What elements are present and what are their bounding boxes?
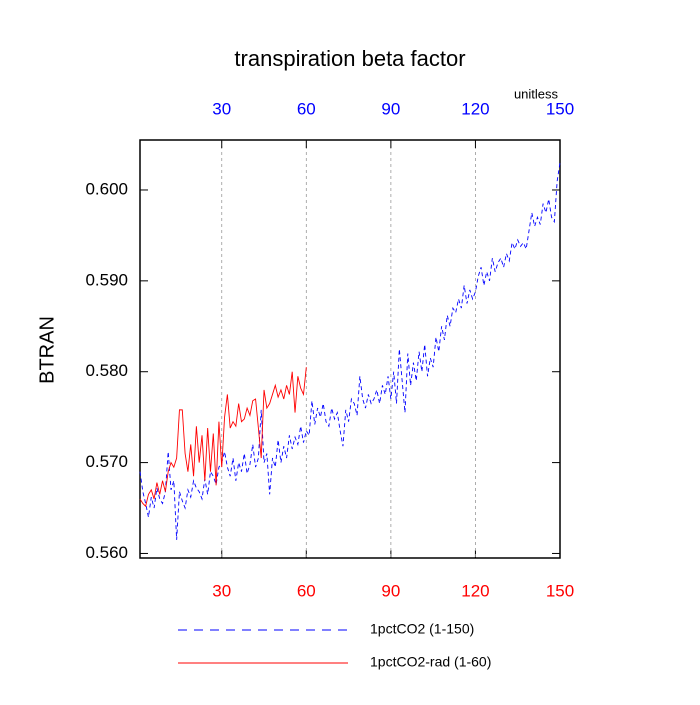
plot-frame bbox=[139, 139, 561, 559]
y-tick-label: 0.580 bbox=[85, 361, 128, 380]
x2-tick-label: 30 bbox=[212, 99, 231, 118]
x-tick-label: 90 bbox=[381, 581, 400, 600]
annotation: unitless bbox=[514, 86, 559, 101]
x2-tick-label: 120 bbox=[461, 99, 489, 118]
chart-title: transpiration beta factor bbox=[234, 46, 465, 71]
x-tick-label: 30 bbox=[212, 581, 231, 600]
y-tick-label: 0.560 bbox=[85, 543, 128, 562]
legend-label: 1pctCO2-rad (1-60) bbox=[370, 654, 491, 670]
x-tick-label: 60 bbox=[297, 581, 316, 600]
legend-label: 1pctCO2 (1-150) bbox=[370, 621, 474, 637]
data-line bbox=[139, 162, 561, 540]
y-tick-label: 0.590 bbox=[85, 270, 128, 289]
x-tick-label: 120 bbox=[461, 581, 489, 600]
data-line bbox=[139, 367, 307, 508]
y-axis-label: BTRAN bbox=[36, 316, 58, 384]
y-tick-label: 0.570 bbox=[85, 452, 128, 471]
y-tick-label: 0.600 bbox=[85, 179, 128, 198]
x2-tick-label: 90 bbox=[381, 99, 400, 118]
x-tick-label: 150 bbox=[546, 581, 574, 600]
x2-tick-label: 60 bbox=[297, 99, 316, 118]
x2-tick-label: 150 bbox=[546, 99, 574, 118]
